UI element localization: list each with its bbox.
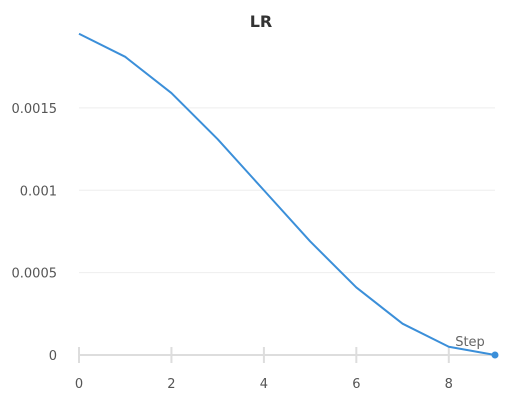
y-tick-label: 0 (49, 349, 57, 364)
x-tick-label: 8 (445, 377, 453, 392)
x-tick-label: 2 (167, 377, 175, 392)
x-tick-label: 4 (260, 377, 268, 392)
x-tick-label: 6 (352, 377, 360, 392)
x-tick-label: 0 (75, 377, 83, 392)
x-axis (78, 347, 495, 363)
y-tick-label: 0.001 (20, 184, 57, 199)
x-axis-tick-labels: 0 2 4 6 8 (75, 377, 453, 392)
y-axis-tick-labels: 0 0.0005 0.001 0.0015 (12, 102, 58, 364)
chart-title: LR (249, 12, 273, 31)
series-line (78, 32, 496, 356)
data-point (491, 351, 499, 359)
y-tick-label: 0.0005 (12, 267, 58, 282)
grid-lines (79, 107, 495, 274)
series-layer (78, 32, 499, 359)
y-tick-label: 0.0015 (12, 102, 58, 117)
x-axis-label: Step (455, 335, 485, 350)
